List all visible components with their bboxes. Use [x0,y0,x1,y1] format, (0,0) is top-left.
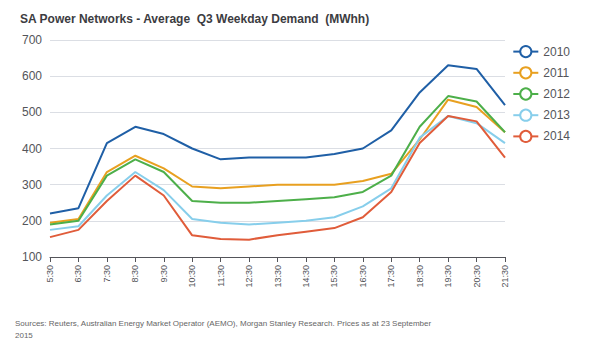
svg-text:2014: 2014 [543,129,570,143]
svg-text:11:30: 11:30 [216,265,226,287]
svg-text:18:30: 18:30 [415,265,425,288]
svg-text:300: 300 [22,178,42,192]
svg-text:15:30: 15:30 [329,265,339,288]
svg-text:2010: 2010 [543,45,570,59]
svg-text:10:30: 10:30 [187,265,197,288]
svg-text:100: 100 [22,250,42,264]
svg-text:21:30: 21:30 [500,265,510,288]
svg-text:19:30: 19:30 [443,265,453,288]
svg-text:6:30: 6:30 [73,265,83,283]
svg-text:14:30: 14:30 [301,265,311,288]
svg-text:7:30: 7:30 [102,265,112,283]
svg-text:8:30: 8:30 [130,265,140,283]
svg-text:5:30: 5:30 [45,265,55,283]
svg-text:9:30: 9:30 [159,265,169,283]
svg-text:16:30: 16:30 [358,265,368,288]
svg-text:700: 700 [22,33,42,47]
svg-text:12:30: 12:30 [244,265,254,288]
svg-text:17:30: 17:30 [386,265,396,288]
svg-text:Sources: Reuters, Australian E: Sources: Reuters, Australian Energy Mark… [15,319,432,328]
svg-text:2011: 2011 [543,66,569,80]
svg-text:20:30: 20:30 [472,265,482,288]
svg-text:2012: 2012 [543,87,570,101]
svg-text:400: 400 [22,142,42,156]
svg-text:2015: 2015 [15,331,33,340]
svg-text:SA Power Networks - Average Q: SA Power Networks - Average Q3 Weekday D… [20,12,369,26]
svg-text:200: 200 [22,214,42,228]
svg-text:500: 500 [22,105,42,119]
svg-text:600: 600 [22,69,42,83]
svg-text:2013: 2013 [543,108,570,122]
svg-text:13:30: 13:30 [273,265,283,288]
